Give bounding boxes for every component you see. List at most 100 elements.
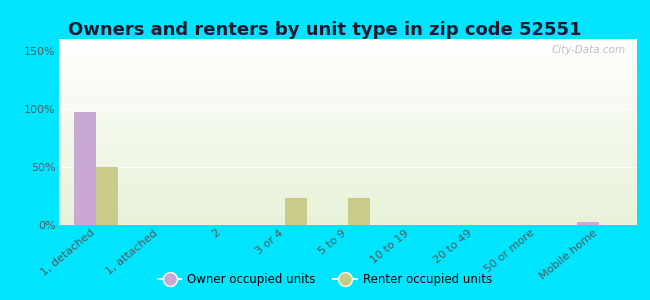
Bar — [58, 102, 637, 103]
Bar — [58, 90, 637, 91]
Text: Owners and renters by unit type in zip code 52551: Owners and renters by unit type in zip c… — [68, 21, 582, 39]
Bar — [58, 80, 637, 81]
Bar — [58, 201, 637, 202]
Bar — [58, 52, 637, 53]
Bar — [58, 131, 637, 132]
Bar — [58, 199, 637, 200]
Bar — [58, 98, 637, 99]
Bar — [58, 164, 637, 166]
Bar — [58, 206, 637, 207]
Bar — [285, 198, 307, 225]
Bar — [58, 87, 637, 88]
Bar — [58, 129, 637, 130]
Bar — [58, 173, 637, 174]
Bar — [58, 111, 637, 112]
Bar — [58, 82, 637, 83]
Bar — [58, 45, 637, 46]
Bar — [58, 123, 637, 124]
Bar — [58, 88, 637, 89]
Bar — [58, 154, 637, 155]
Bar — [58, 207, 637, 208]
Bar — [58, 221, 637, 222]
Bar — [58, 99, 637, 101]
Bar — [58, 170, 637, 171]
Bar — [58, 166, 637, 167]
Bar — [58, 109, 637, 110]
Bar — [58, 107, 637, 108]
Bar — [58, 95, 637, 96]
Bar — [58, 126, 637, 127]
Bar — [58, 155, 637, 156]
Bar — [58, 41, 637, 42]
Bar — [58, 203, 637, 204]
Bar — [58, 61, 637, 62]
Bar — [58, 175, 637, 176]
Bar — [58, 150, 637, 151]
Bar — [58, 147, 637, 148]
Bar — [58, 115, 637, 116]
Bar — [58, 211, 637, 212]
Bar — [58, 64, 637, 65]
Bar — [58, 119, 637, 120]
Bar — [58, 168, 637, 169]
Bar — [58, 48, 637, 49]
Bar — [58, 181, 637, 182]
Bar — [58, 78, 637, 79]
Bar — [58, 215, 637, 216]
Bar — [58, 125, 637, 126]
Bar — [58, 196, 637, 197]
Bar — [58, 162, 637, 163]
Bar — [58, 39, 637, 40]
Bar — [58, 224, 637, 225]
Bar — [58, 103, 637, 104]
Bar — [58, 96, 637, 97]
Bar — [58, 153, 637, 154]
Bar — [58, 86, 637, 87]
Bar — [58, 145, 637, 146]
Bar — [58, 114, 637, 115]
Bar — [58, 152, 637, 153]
Bar — [58, 141, 637, 142]
Bar — [58, 220, 637, 221]
Bar — [58, 180, 637, 181]
Bar — [58, 212, 637, 213]
Bar — [58, 120, 637, 121]
Bar — [58, 136, 637, 138]
Bar — [58, 47, 637, 48]
Bar — [58, 62, 637, 63]
Bar — [58, 194, 637, 195]
Bar — [58, 42, 637, 43]
Bar — [58, 140, 637, 141]
Bar — [58, 84, 637, 85]
Legend: Owner occupied units, Renter occupied units: Owner occupied units, Renter occupied un… — [153, 269, 497, 291]
Bar — [58, 193, 637, 194]
Bar — [58, 167, 637, 168]
Bar — [58, 130, 637, 131]
Bar — [58, 55, 637, 56]
Bar — [58, 148, 637, 149]
Bar — [58, 101, 637, 102]
Bar — [58, 63, 637, 64]
Bar — [58, 204, 637, 205]
Bar — [58, 66, 637, 67]
Bar — [58, 133, 637, 134]
Bar — [58, 183, 637, 184]
Bar — [74, 112, 96, 225]
Bar — [58, 73, 637, 74]
Bar — [58, 132, 637, 133]
Bar — [58, 189, 637, 190]
Bar — [58, 85, 637, 86]
Bar — [58, 89, 637, 90]
Text: City-Data.com: City-Data.com — [551, 45, 625, 55]
Bar — [58, 104, 637, 105]
Bar — [58, 202, 637, 203]
Bar — [58, 184, 637, 185]
Bar — [58, 94, 637, 95]
Bar — [58, 91, 637, 92]
Bar — [58, 143, 637, 144]
Bar — [58, 187, 637, 188]
Bar — [58, 118, 637, 119]
Bar — [58, 158, 637, 159]
Bar — [58, 210, 637, 211]
Bar — [58, 58, 637, 59]
